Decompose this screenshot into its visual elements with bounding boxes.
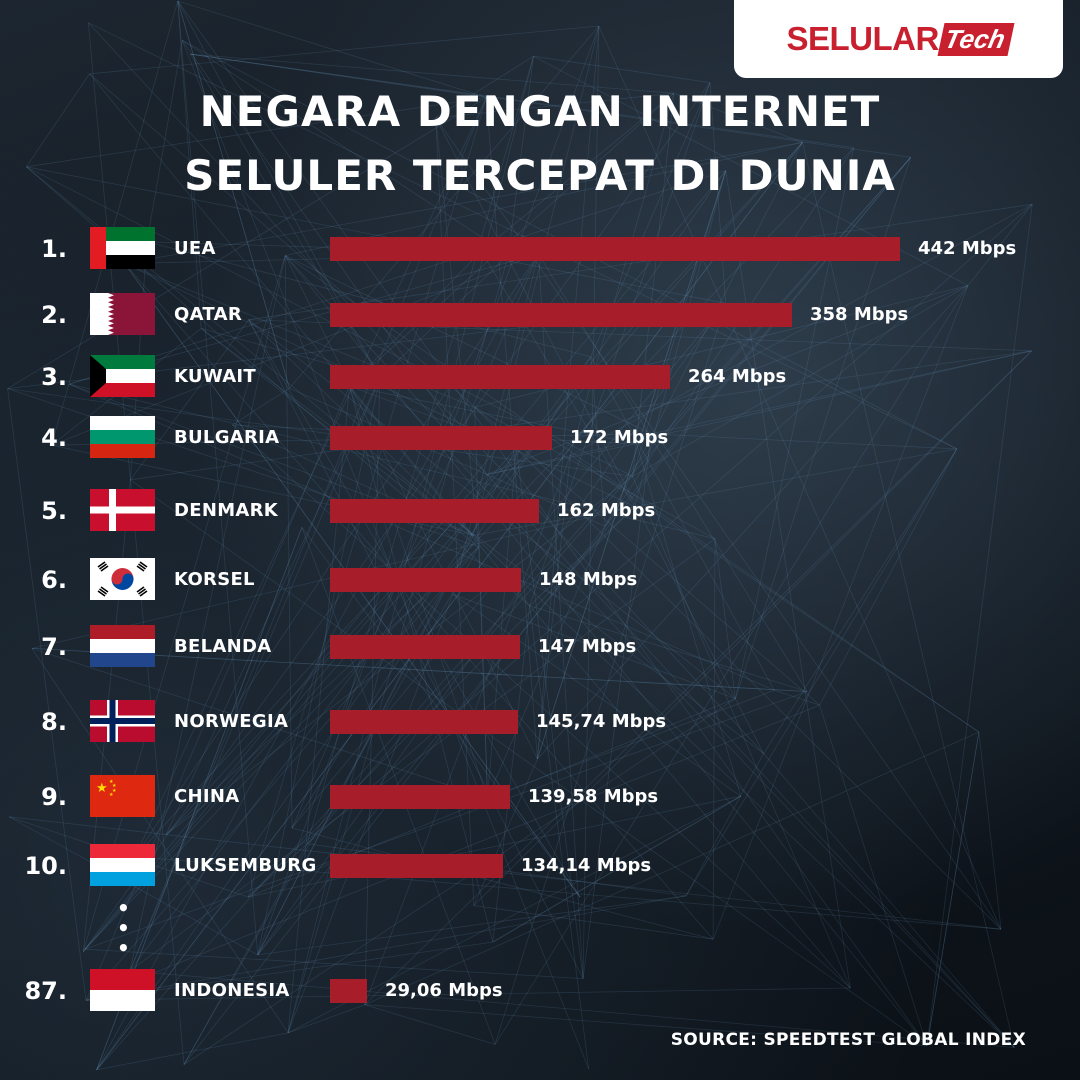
- svg-text:★: ★: [112, 783, 117, 789]
- brand-name: SELULAR: [786, 20, 939, 57]
- bar: [330, 635, 520, 659]
- bar-row: 6. KORSEL 148 Mbps: [0, 558, 1080, 600]
- country-label: BULGARIA: [174, 427, 280, 448]
- value-label: 134,14 Mbps: [521, 855, 652, 876]
- svg-text:★: ★: [109, 792, 114, 798]
- svg-text:★: ★: [96, 781, 108, 796]
- ellipsis: • • •: [117, 896, 130, 960]
- country-label: UEA: [174, 238, 216, 259]
- uae-flag: [90, 227, 155, 269]
- country-label: CHINA: [174, 786, 240, 807]
- luxembourg-flag: [90, 844, 155, 886]
- title-line-2: SELULER TERCEPAT DI DUNIA: [184, 151, 896, 200]
- bar-row: 3. KUWAIT 264 Mbps: [0, 355, 1080, 397]
- denmark-flag: [90, 489, 155, 531]
- value-label: 139,58 Mbps: [528, 786, 659, 807]
- rank-label: 4.: [41, 424, 67, 452]
- bar: [330, 854, 503, 878]
- value-label: 162 Mbps: [557, 500, 656, 521]
- country-label: QATAR: [174, 304, 243, 325]
- svg-text:★: ★: [112, 788, 117, 794]
- source-note: SOURCE: SPEEDTEST GLOBAL INDEX: [670, 1030, 1026, 1050]
- country-label: DENMARK: [174, 500, 279, 521]
- kuwait-flag: [90, 355, 155, 397]
- bar-row: 2. QATAR 358 Mbps: [0, 293, 1080, 335]
- value-label: 442 Mbps: [918, 238, 1017, 259]
- china-flag: ★ ★ ★ ★ ★: [90, 775, 155, 817]
- value-label: 264 Mbps: [688, 366, 787, 387]
- bar: [330, 979, 367, 1003]
- svg-text:★: ★: [109, 779, 114, 785]
- value-label: 29,06 Mbps: [385, 980, 503, 1001]
- bar-row: 1. UEA 442 Mbps: [0, 227, 1080, 269]
- qatar-flag: [90, 293, 155, 335]
- south-korea-flag: [90, 558, 155, 600]
- rank-label: 8.: [41, 708, 67, 736]
- rank-label: 6.: [41, 566, 67, 594]
- country-label: INDONESIA: [174, 980, 290, 1001]
- rank-label: 3.: [41, 363, 67, 391]
- bar-row: 9. ★ ★ ★ ★ ★ CHINA 139,58 Mbps: [0, 775, 1080, 817]
- value-label: 358 Mbps: [810, 304, 909, 325]
- bar: [330, 303, 792, 327]
- country-label: BELANDA: [174, 636, 272, 657]
- rank-label: 7.: [41, 633, 67, 661]
- bar: [330, 426, 552, 450]
- value-label: 145,74 Mbps: [536, 711, 667, 732]
- bulgaria-flag: [90, 416, 155, 458]
- country-label: LUKSEMBURG: [174, 855, 317, 876]
- bar-row: 5. DENMARK 162 Mbps: [0, 489, 1080, 531]
- bar: [330, 568, 521, 592]
- netherlands-flag: [90, 625, 155, 667]
- bar-row: 10. LUKSEMBURG 134,14 Mbps: [0, 844, 1080, 886]
- value-label: 148 Mbps: [539, 569, 638, 590]
- title-line-1: NEGARA DENGAN INTERNET: [199, 87, 881, 136]
- brand-logo: SELULAR Tech: [734, 0, 1063, 78]
- bar-row: 4. BULGARIA 172 Mbps: [0, 416, 1080, 458]
- indonesia-flag: [90, 969, 155, 1011]
- rank-label: 10.: [24, 852, 67, 880]
- value-label: 147 Mbps: [538, 636, 637, 657]
- bar: [330, 365, 670, 389]
- country-label: KUWAIT: [174, 366, 257, 387]
- value-label: 172 Mbps: [570, 427, 669, 448]
- rank-label: 2.: [41, 301, 67, 329]
- bar: [330, 499, 539, 523]
- rank-label: 1.: [41, 235, 67, 263]
- bar: [330, 710, 518, 734]
- country-label: NORWEGIA: [174, 711, 289, 732]
- rank-label: 5.: [41, 497, 67, 525]
- bar-row: 7. BELANDA 147 Mbps: [0, 625, 1080, 667]
- bar-row: 8. NORWEGIA 145,74 Mbps: [0, 700, 1080, 742]
- rank-label: 9.: [41, 783, 67, 811]
- rank-label: 87.: [24, 977, 67, 1005]
- chart-title: NEGARA DENGAN INTERNET SELULER TERCEPAT …: [0, 80, 1080, 208]
- norway-flag: [90, 700, 155, 742]
- bar: [330, 237, 900, 261]
- brand-suffix: Tech: [937, 22, 1015, 56]
- bar-row: 87. INDONESIA 29,06 Mbps: [0, 969, 1080, 1011]
- country-label: KORSEL: [174, 569, 255, 590]
- bar: [330, 785, 510, 809]
